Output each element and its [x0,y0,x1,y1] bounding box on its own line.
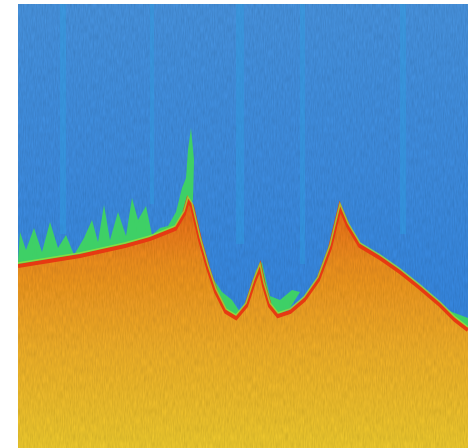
page: (() => { const data = JSON.parse(documen… [0,0,468,448]
echogram-image [18,4,468,448]
echogram [0,0,468,448]
